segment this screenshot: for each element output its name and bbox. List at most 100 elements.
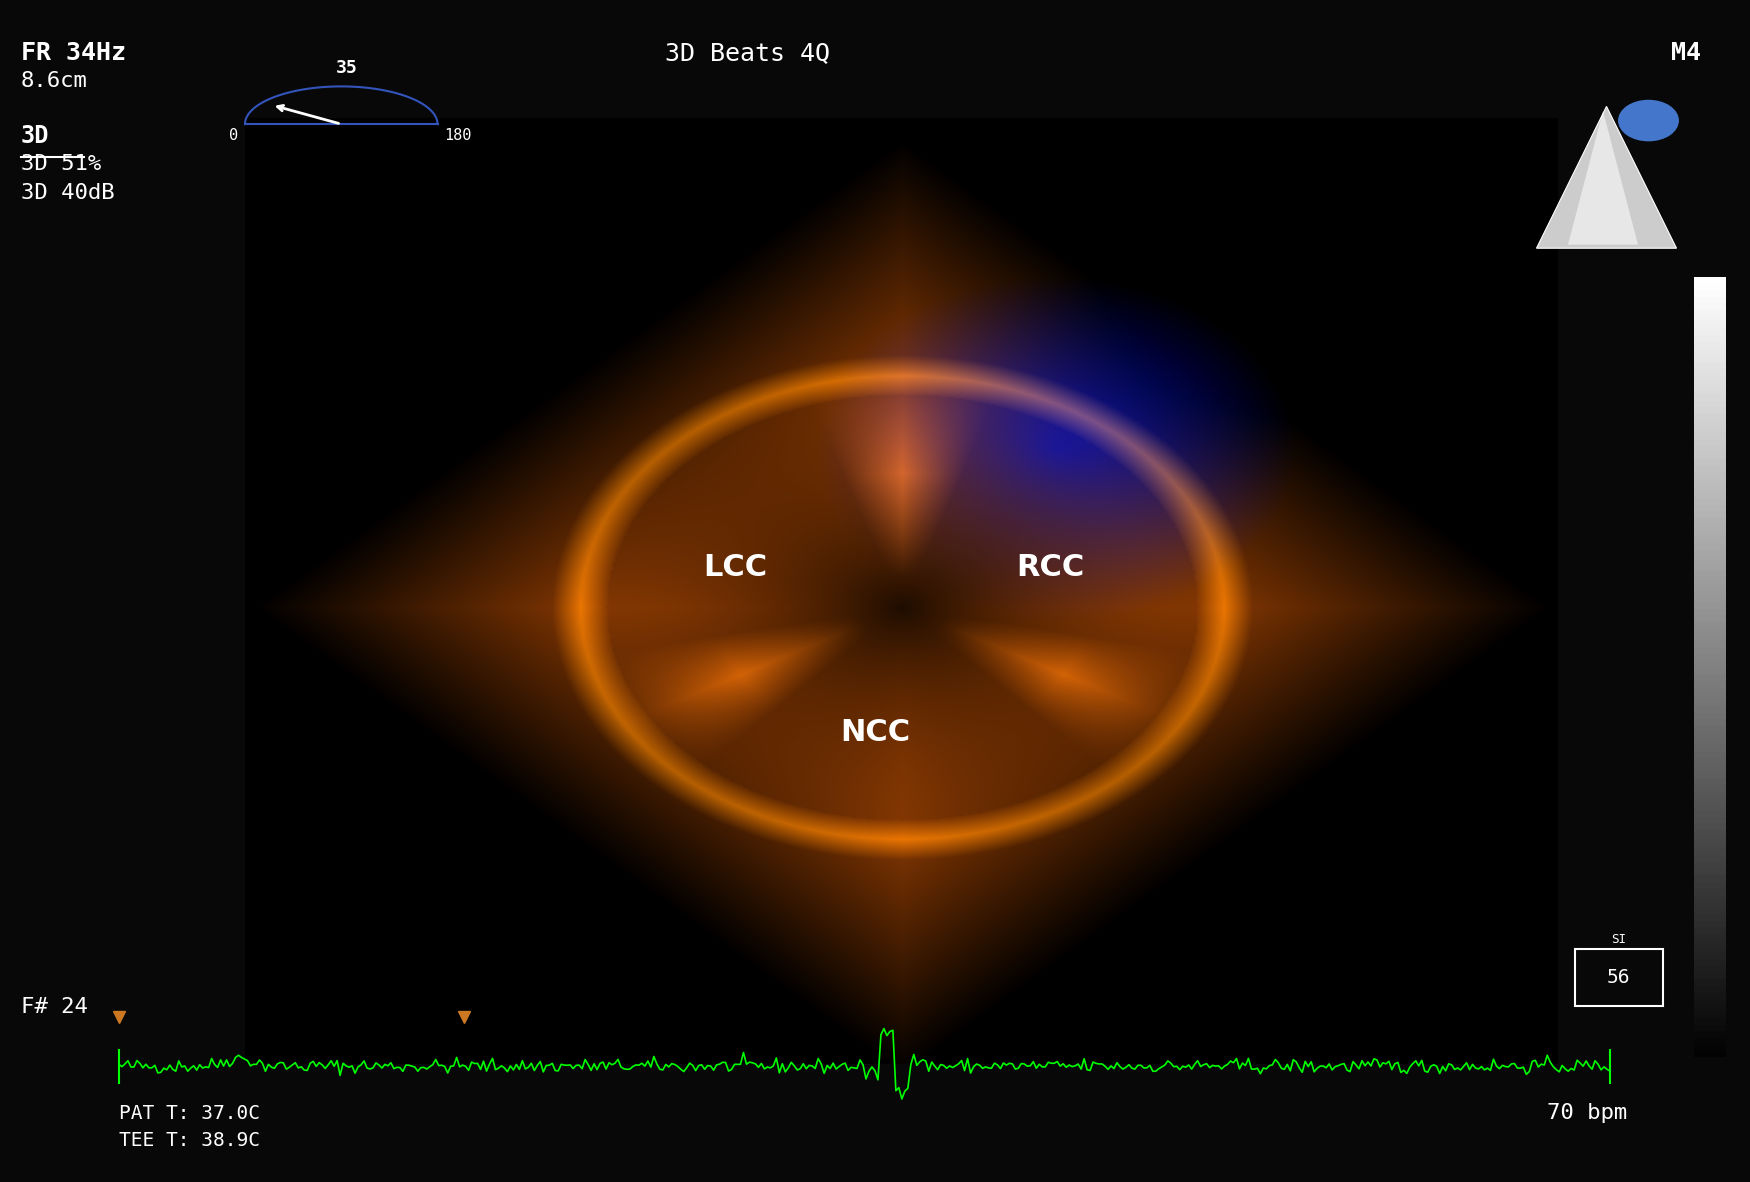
- Bar: [1694, 453, 1726, 460]
- Bar: [1694, 421, 1726, 427]
- Bar: [1694, 511, 1726, 518]
- Bar: [1694, 1031, 1726, 1038]
- Text: SI: SI: [1612, 933, 1626, 946]
- Bar: [1694, 635, 1726, 641]
- Bar: [1694, 804, 1726, 811]
- Text: TEE T: 38.9C: TEE T: 38.9C: [119, 1131, 261, 1150]
- Bar: [1694, 557, 1726, 564]
- Bar: [1694, 726, 1726, 732]
- Bar: [1694, 667, 1726, 674]
- Bar: [1694, 278, 1726, 284]
- Bar: [1694, 895, 1726, 901]
- Bar: [1694, 460, 1726, 466]
- Bar: [1694, 915, 1726, 921]
- Bar: [1694, 966, 1726, 973]
- Bar: [1694, 434, 1726, 440]
- Bar: [1694, 759, 1726, 765]
- Bar: [1694, 1045, 1726, 1051]
- Circle shape: [1619, 100, 1678, 141]
- Bar: [1694, 901, 1726, 908]
- Bar: [1694, 713, 1726, 719]
- Bar: [1694, 284, 1726, 290]
- Bar: [1694, 739, 1726, 746]
- Text: 180: 180: [444, 128, 472, 143]
- Bar: [1694, 499, 1726, 505]
- Bar: [1694, 349, 1726, 356]
- Text: 3D Beats 4Q: 3D Beats 4Q: [665, 41, 830, 65]
- Bar: [1694, 381, 1726, 388]
- Bar: [1694, 1012, 1726, 1019]
- Bar: [1694, 707, 1726, 713]
- Text: FR 34Hz: FR 34Hz: [21, 41, 126, 65]
- Bar: [1694, 330, 1726, 336]
- Text: PAT T: 37.0C: PAT T: 37.0C: [119, 1104, 261, 1123]
- Bar: [1694, 369, 1726, 375]
- Bar: [1694, 407, 1726, 414]
- Bar: [1694, 960, 1726, 967]
- Bar: [1694, 466, 1726, 472]
- Bar: [1694, 791, 1726, 798]
- Bar: [1694, 655, 1726, 661]
- Bar: [1694, 817, 1726, 824]
- Text: 3D 40dB: 3D 40dB: [21, 183, 116, 203]
- Text: M4: M4: [1671, 41, 1701, 65]
- Bar: [1694, 401, 1726, 407]
- Bar: [1694, 395, 1726, 401]
- Bar: [1694, 518, 1726, 525]
- Bar: [1694, 927, 1726, 934]
- Bar: [1694, 973, 1726, 979]
- Bar: [1694, 687, 1726, 693]
- Bar: [1694, 681, 1726, 687]
- Bar: [1694, 979, 1726, 986]
- Bar: [1694, 648, 1726, 655]
- Bar: [1694, 719, 1726, 726]
- Bar: [1694, 362, 1726, 369]
- Bar: [1694, 882, 1726, 889]
- Bar: [1694, 414, 1726, 420]
- Bar: [1694, 1025, 1726, 1031]
- Text: 3D: 3D: [21, 124, 49, 148]
- Bar: [1694, 622, 1726, 629]
- Bar: [1694, 778, 1726, 785]
- Text: 8.6cm: 8.6cm: [21, 71, 88, 91]
- Polygon shape: [1568, 111, 1638, 245]
- Bar: [1694, 823, 1726, 830]
- Bar: [1694, 304, 1726, 310]
- Bar: [1694, 570, 1726, 577]
- Bar: [1694, 564, 1726, 570]
- Polygon shape: [1536, 106, 1676, 248]
- Bar: [1694, 889, 1726, 895]
- Text: 70 bpm: 70 bpm: [1547, 1104, 1628, 1123]
- Bar: [1694, 765, 1726, 772]
- Bar: [1694, 863, 1726, 869]
- Bar: [1694, 492, 1726, 499]
- Bar: [1694, 427, 1726, 434]
- Bar: [1694, 577, 1726, 583]
- Bar: [1694, 297, 1726, 304]
- Bar: [1694, 992, 1726, 999]
- Bar: [1694, 1018, 1726, 1025]
- Bar: [1694, 771, 1726, 778]
- Bar: [1694, 486, 1726, 492]
- Bar: [1694, 356, 1726, 362]
- Text: 35: 35: [336, 59, 357, 77]
- Bar: [1694, 596, 1726, 603]
- Bar: [1694, 733, 1726, 739]
- Bar: [1694, 954, 1726, 960]
- Bar: [1694, 693, 1726, 700]
- Bar: [1694, 291, 1726, 297]
- Bar: [1694, 479, 1726, 486]
- Bar: [1694, 537, 1726, 544]
- Bar: [1694, 343, 1726, 349]
- Bar: [1694, 752, 1726, 759]
- Bar: [1694, 999, 1726, 1005]
- Bar: [1694, 869, 1726, 875]
- Bar: [1694, 603, 1726, 609]
- Bar: [1694, 700, 1726, 706]
- Bar: [1694, 375, 1726, 382]
- Bar: [1694, 986, 1726, 993]
- Bar: [1694, 544, 1726, 551]
- Bar: [1694, 551, 1726, 557]
- Bar: [1694, 525, 1726, 531]
- Text: 0: 0: [229, 128, 238, 143]
